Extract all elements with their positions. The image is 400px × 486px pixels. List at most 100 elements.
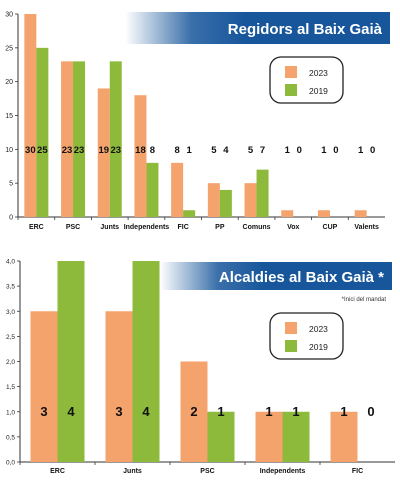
bar-2019-pp <box>219 189 232 217</box>
data-label-2023: 19 <box>98 145 109 156</box>
y-tick-label: 25 <box>5 45 13 52</box>
data-label-2019: 0 <box>333 145 338 156</box>
data-label-2019: 0 <box>297 145 302 156</box>
data-label-2023: 1 <box>285 145 291 156</box>
chart-note-2: *Inici del mandat <box>342 297 387 303</box>
bar-2019-erc <box>36 47 49 218</box>
y-tick-label: 5 <box>9 181 13 188</box>
data-label-2023: 18 <box>135 145 146 156</box>
x-tick-label: Valents <box>354 224 379 231</box>
data-label-2023: 1 <box>358 145 364 156</box>
data-label-2019: 23 <box>110 145 121 156</box>
y-tick-label: 0,0 <box>6 460 15 467</box>
title-banner-1 <box>125 12 390 44</box>
legend-label-2023-1: 2023 <box>309 68 328 78</box>
legend-swatch-2019-1 <box>285 84 297 96</box>
x-tick-label: PSC <box>200 468 214 475</box>
data-label-2019: 1 <box>292 404 299 419</box>
data-label-2019: 1 <box>217 404 224 419</box>
data-label-2019: 4 <box>223 145 229 156</box>
x-tick-label: ERC <box>29 224 44 231</box>
x-tick-label: CUP <box>323 224 338 231</box>
x-tick-label: Comuns <box>243 224 271 231</box>
x-tick-label: Vox <box>287 224 299 231</box>
data-label-2023: 3 <box>115 404 122 419</box>
bar-2023-independents <box>134 95 147 217</box>
bar-2023-cup <box>317 210 330 217</box>
data-label-2019: 4 <box>67 404 75 419</box>
y-tick-label: 0 <box>9 215 13 222</box>
bar-2019-psc <box>207 411 235 462</box>
bar-2023-junts <box>97 88 110 217</box>
y-tick-label: 20 <box>5 79 13 86</box>
legend-label-2019-2: 2019 <box>309 342 328 352</box>
y-tick-label: 1,0 <box>6 409 15 416</box>
data-label-2019: 25 <box>37 145 48 156</box>
bar-2019-junts <box>109 61 122 217</box>
title-banner-2 <box>160 262 392 290</box>
data-label-2023: 1 <box>340 404 347 419</box>
y-tick-label: 1,5 <box>6 384 15 391</box>
x-tick-label: Independents <box>260 468 306 475</box>
legend-label-2023-2: 2023 <box>309 324 328 334</box>
data-label-2023: 1 <box>265 404 272 419</box>
x-tick-label: Junts <box>123 468 142 475</box>
data-label-2023: 30 <box>25 145 36 156</box>
bar-2023-psc <box>180 361 208 462</box>
data-label-2023: 2 <box>190 404 197 419</box>
y-tick-label: 2,0 <box>6 359 15 366</box>
legend-box-1 <box>269 56 344 104</box>
y-tick-label: 4,0 <box>6 259 15 266</box>
bar-2019-independents <box>282 411 310 462</box>
bar-2023-valents <box>354 210 367 217</box>
bar-2019-fic <box>183 210 196 217</box>
x-tick-label: Junts <box>100 224 119 231</box>
data-label-2019: 1 <box>187 145 193 156</box>
data-label-2023: 5 <box>248 145 254 156</box>
data-label-2019: 0 <box>370 145 375 156</box>
data-label-2023: 1 <box>321 145 327 156</box>
chart-title-2: Alcaldies al Baix Gaià * <box>219 269 384 286</box>
legend-swatch-2019-2 <box>285 340 297 352</box>
bar-2023-fic <box>171 162 184 217</box>
bar-2023-vox <box>281 210 294 217</box>
x-tick-label: FIC <box>352 468 363 475</box>
y-tick-label: 30 <box>5 12 13 19</box>
y-tick-label: 2,5 <box>6 334 15 341</box>
data-label-2019: 23 <box>74 145 85 156</box>
y-tick-label: 3,5 <box>6 284 15 291</box>
bar-2023-junts <box>105 311 133 462</box>
data-label-2019: 0 <box>367 404 374 419</box>
data-label-2019: 7 <box>260 145 265 156</box>
x-tick-label: FIC <box>178 224 189 231</box>
bar-2023-comuns <box>244 183 257 217</box>
bar-2019-independents <box>146 162 159 217</box>
data-label-2019: 8 <box>150 145 155 156</box>
y-tick-label: 10 <box>5 147 13 154</box>
legend-box-2 <box>269 312 344 360</box>
x-tick-label: PP <box>215 224 225 231</box>
bar-2019-comuns <box>256 169 269 217</box>
bar-2023-erc <box>30 311 58 462</box>
data-label-2023: 8 <box>175 145 180 156</box>
legend-swatch-2023-1 <box>285 66 297 78</box>
x-tick-label: PSC <box>66 224 80 231</box>
x-tick-label: ERC <box>50 468 65 475</box>
bar-2023-fic <box>330 411 358 462</box>
data-label-2023: 3 <box>40 404 47 419</box>
data-label-2019: 4 <box>142 404 150 419</box>
legend-label-2019-1: 2019 <box>309 86 328 96</box>
legend-swatch-2023-2 <box>285 322 297 334</box>
x-tick-label: Independents <box>124 224 170 231</box>
y-tick-label: 3,0 <box>6 309 15 316</box>
bar-2023-psc <box>61 61 74 217</box>
data-label-2023: 23 <box>62 145 73 156</box>
bar-2023-independents <box>255 411 283 462</box>
bar-2019-erc <box>57 261 85 462</box>
bar-2019-junts <box>132 261 160 462</box>
y-tick-label: 0,5 <box>6 434 15 441</box>
bar-2023-erc <box>24 14 37 217</box>
y-tick-label: 15 <box>5 113 13 120</box>
data-label-2023: 5 <box>211 145 217 156</box>
